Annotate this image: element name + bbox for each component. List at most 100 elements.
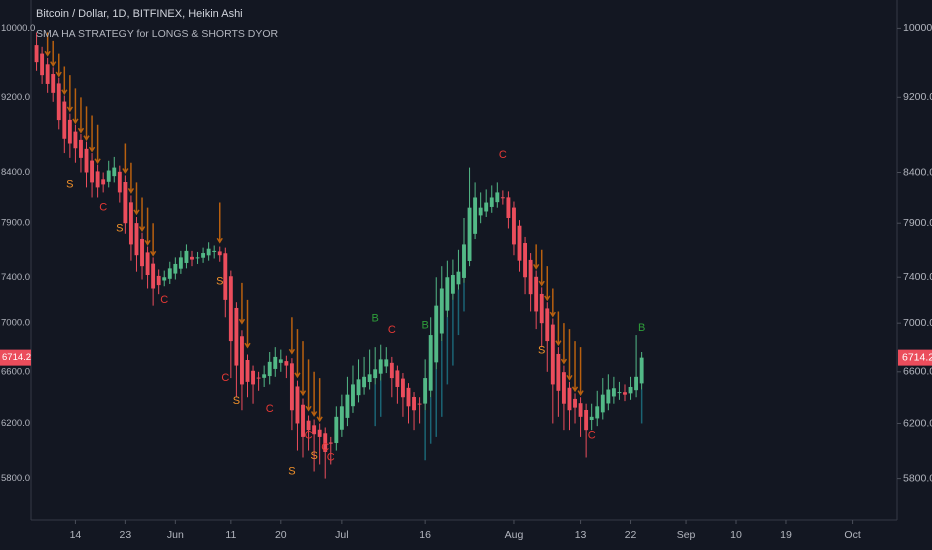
x-tick-label: 11 bbox=[225, 529, 236, 541]
x-tick-label: Jul bbox=[335, 529, 348, 541]
candle-body bbox=[528, 259, 533, 295]
candle-body bbox=[456, 271, 461, 285]
candle-body bbox=[34, 45, 39, 63]
candle-body bbox=[434, 305, 439, 363]
candle-body bbox=[195, 257, 200, 259]
candle-body bbox=[73, 131, 78, 149]
candle-body bbox=[128, 202, 133, 245]
signal-arrow bbox=[244, 299, 251, 349]
signal-arrow bbox=[83, 106, 90, 142]
signal-arrow bbox=[66, 75, 73, 113]
candle-body bbox=[600, 394, 605, 413]
signal-arrow bbox=[560, 323, 568, 365]
signal-arrow bbox=[238, 282, 246, 325]
y-tick-label: 6200.0 bbox=[1, 418, 30, 429]
candle-body bbox=[156, 275, 161, 286]
candle-body bbox=[550, 324, 555, 385]
signal-arrow bbox=[61, 66, 68, 96]
candle-body bbox=[267, 361, 272, 377]
candle-body bbox=[289, 363, 294, 411]
candle-body bbox=[190, 256, 194, 260]
candle-body bbox=[278, 359, 283, 363]
candle-body bbox=[395, 370, 400, 387]
candle-body bbox=[367, 374, 372, 383]
candle-body bbox=[417, 403, 422, 405]
signal-label: C bbox=[588, 429, 596, 441]
y-tick-label: 6600.0 bbox=[1, 366, 30, 377]
x-tick-label: Aug bbox=[505, 529, 524, 541]
candle-body bbox=[317, 429, 322, 437]
y-tick-label: 10000.0 bbox=[1, 23, 35, 34]
candle-body bbox=[500, 197, 505, 199]
x-tick-label: 20 bbox=[275, 529, 287, 541]
candle-body bbox=[223, 253, 228, 300]
x-tick-label: Sep bbox=[677, 529, 696, 541]
x-tick-label: Jun bbox=[167, 529, 184, 541]
candle-body bbox=[439, 288, 444, 334]
signal-label: B bbox=[421, 319, 428, 331]
candle-body bbox=[595, 406, 600, 419]
y-tick-label: 9200.0 bbox=[1, 92, 30, 103]
candle-body bbox=[412, 396, 416, 411]
candle-body bbox=[584, 409, 589, 431]
candle-body bbox=[423, 378, 428, 404]
candle-body bbox=[56, 83, 61, 121]
signal-arrow bbox=[88, 115, 96, 153]
y-tick-label: 7900.0 bbox=[903, 217, 932, 229]
signal-arrow bbox=[72, 88, 79, 125]
signal-label: B bbox=[638, 322, 645, 334]
indicator-title: SMA HA STRATEGY for LONGS & SHORTS DYOR bbox=[36, 28, 279, 40]
signal-arrow bbox=[133, 182, 140, 216]
candle-body bbox=[384, 359, 389, 367]
x-tick-label: 10 bbox=[730, 529, 742, 541]
x-tick-label: 22 bbox=[625, 529, 637, 541]
x-tick-label: Oct bbox=[844, 529, 860, 541]
signal-arrow bbox=[44, 32, 51, 57]
candle-body bbox=[506, 197, 511, 219]
candle-body bbox=[312, 425, 317, 435]
candle-body bbox=[162, 277, 167, 281]
y-tick-label: 8400.0 bbox=[903, 166, 932, 178]
signal-label: S bbox=[538, 345, 545, 357]
signal-label: C bbox=[221, 372, 229, 384]
candle-body bbox=[467, 207, 472, 261]
y-tick-label: 7000.0 bbox=[903, 317, 932, 329]
candle-body bbox=[345, 394, 350, 418]
signal-label: C bbox=[266, 403, 274, 415]
candle-body bbox=[95, 171, 100, 188]
signal-label: C bbox=[99, 202, 107, 214]
candle-body bbox=[84, 148, 89, 173]
signal-arrow bbox=[138, 197, 146, 232]
candle-body bbox=[240, 336, 244, 385]
candle-body bbox=[178, 257, 183, 269]
candle-body bbox=[145, 252, 150, 276]
candle-body bbox=[334, 416, 339, 444]
candle-body bbox=[234, 307, 239, 366]
candle-body bbox=[539, 293, 544, 324]
candle-body bbox=[167, 268, 172, 279]
signal-label: S bbox=[288, 465, 295, 477]
y-tick-label: 5800.0 bbox=[1, 473, 30, 484]
last-price-box bbox=[0, 349, 31, 366]
signal-arrow bbox=[299, 341, 307, 397]
candle-body bbox=[489, 197, 494, 207]
candle-body bbox=[450, 275, 455, 294]
candle-body bbox=[611, 388, 616, 397]
candle-body bbox=[201, 253, 206, 258]
signal-arrow bbox=[144, 207, 151, 246]
candle-body bbox=[351, 384, 355, 407]
candle-body bbox=[473, 197, 478, 234]
x-tick-label: 16 bbox=[419, 529, 431, 541]
last-price-label: 6714.2 bbox=[902, 351, 932, 363]
candle-body bbox=[251, 370, 255, 385]
candle-body bbox=[617, 392, 622, 394]
x-tick-label: 13 bbox=[575, 529, 587, 541]
y-tick-label: 7900.0 bbox=[1, 218, 30, 229]
candle-body bbox=[245, 359, 250, 382]
signal-label: B bbox=[372, 312, 379, 324]
candle-body bbox=[217, 251, 222, 256]
candle-body bbox=[578, 403, 583, 417]
candle-body bbox=[517, 225, 522, 261]
candle-body bbox=[40, 53, 45, 76]
signal-label: S bbox=[233, 395, 240, 407]
